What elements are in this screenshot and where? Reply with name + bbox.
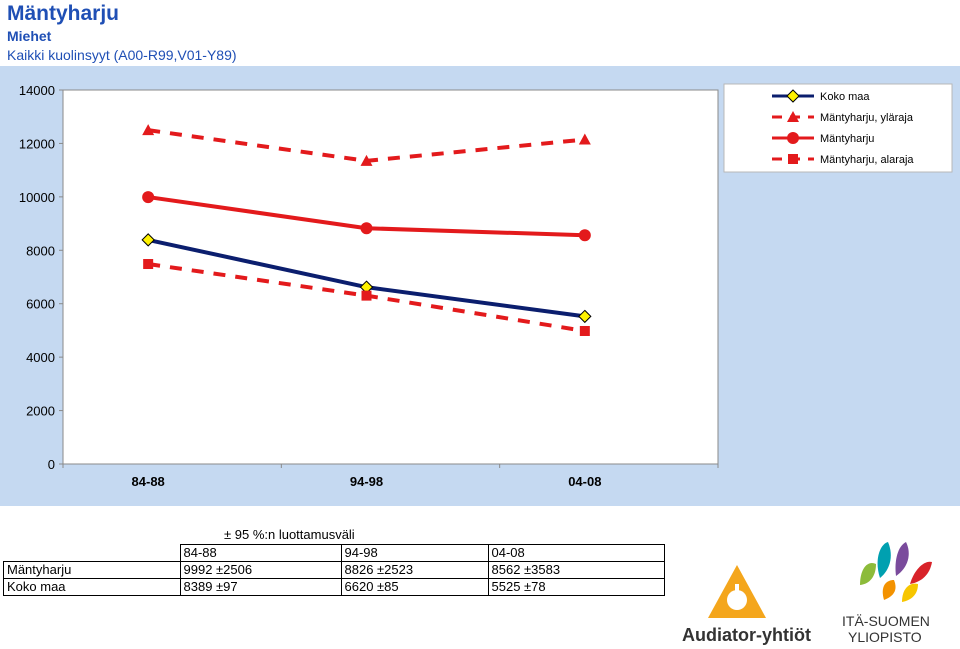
uef-leaf-purple-icon — [895, 542, 909, 576]
table-cell: 5525 ±78 — [487, 578, 665, 596]
uef-logo: ITÄ-SUOMEN YLIOPISTO — [842, 542, 932, 645]
table-row: Koko maa 8389 ±97 6620 ±85 5525 ±78 — [3, 578, 665, 596]
square-marker — [143, 259, 154, 270]
square-marker — [361, 290, 372, 301]
x-axis: 84-88 94-98 04-08 — [62, 464, 719, 489]
y-tick-label: 10000 — [19, 190, 55, 205]
circle-marker — [578, 229, 591, 242]
table-cell: 8562 ±3583 — [487, 561, 665, 579]
table-cell: 8389 ±97 — [179, 578, 342, 596]
diamond-marker — [578, 309, 592, 324]
confidence-interval-caption: ± 95 %:n luottamusväli — [224, 527, 355, 542]
circle-marker — [787, 132, 799, 144]
table-header-row: 84-88 94-98 04-08 — [4, 544, 665, 562]
x-tick-label: 84-88 — [132, 474, 165, 489]
table-header-cell: 94-98 — [340, 544, 489, 562]
table-cell: Mäntyharju — [3, 561, 181, 579]
y-tick-label: 8000 — [26, 243, 55, 258]
uef-leaf-orange-icon — [882, 580, 896, 600]
table-cell: 6620 ±85 — [340, 578, 489, 596]
legend-label: Mäntyharju, alaraja — [820, 154, 914, 166]
stats-table: 84-88 94-98 04-08 Mäntyharju 9992 ±2506 … — [3, 544, 665, 596]
legend: Koko maa Mäntyharju, yläraja Mäntyharju Män… — [723, 83, 953, 173]
legend-box — [723, 83, 953, 173]
x-tick-label: 04-08 — [568, 474, 601, 489]
triangle-marker — [578, 133, 591, 145]
y-tick-label: 14000 — [19, 83, 55, 98]
circle-marker — [142, 191, 155, 204]
uef-leaf-green-icon — [860, 562, 876, 585]
uef-name-line2: YLIOPISTO — [848, 629, 922, 645]
y-tick-label: 2000 — [26, 404, 55, 419]
chart-subtitle: Miehet — [7, 28, 52, 44]
uef-leaf-red-icon — [910, 561, 932, 584]
y-tick-label: 6000 — [26, 297, 55, 312]
series-markers — [141, 124, 592, 336]
square-marker — [579, 325, 590, 336]
table-header-cell — [4, 545, 181, 562]
circle-marker — [360, 222, 373, 235]
y-tick-label: 4000 — [26, 350, 55, 365]
y-tick-label: 12000 — [19, 136, 55, 151]
uef-leaf-yellow-icon — [902, 583, 918, 602]
table-cell: 8826 ±2523 — [340, 561, 489, 579]
audiator-circle-icon — [727, 590, 747, 610]
square-marker — [788, 154, 798, 164]
table-header-cell: 84-88 — [179, 544, 342, 562]
line-chart: 0 2000 4000 6000 8000 10000 12000 14000 84-88 94… — [0, 66, 960, 506]
triangle-marker — [142, 124, 155, 136]
y-axis: 0 2000 4000 6000 8000 10000 12000 14000 — [19, 83, 63, 472]
table-header-cell: 04-08 — [487, 544, 665, 562]
cause-of-death-label: Kaikki kuolinsyyt (A00-R99,V01-Y89) — [7, 47, 237, 63]
triangle-marker — [360, 154, 373, 166]
diamond-marker — [786, 89, 800, 103]
table-cell: 9992 ±2506 — [179, 561, 342, 579]
diamond-marker — [141, 233, 155, 247]
plot-area — [62, 89, 719, 465]
audiator-bar-icon — [735, 584, 739, 598]
audiator-logo: Audiator-yhtiöt — [682, 565, 811, 645]
triangle-marker — [787, 111, 799, 122]
table-row: Mäntyharju 9992 ±2506 8826 ±2523 8562 ±3… — [3, 561, 665, 579]
uef-leaf-teal-icon — [877, 542, 891, 578]
table-cell: Koko maa — [3, 578, 181, 596]
y-tick-label: 0 — [48, 457, 55, 472]
legend-label: Koko maa — [820, 91, 870, 103]
audiator-wordmark: Audiator-yhtiöt — [682, 625, 811, 645]
legend-label: Mäntyharju — [820, 133, 874, 145]
chart-title: Mäntyharju — [7, 2, 120, 25]
legend-label: Mäntyharju, yläraja — [820, 112, 914, 124]
uef-name-line1: ITÄ-SUOMEN — [842, 613, 930, 629]
x-tick-label: 94-98 — [350, 474, 383, 489]
